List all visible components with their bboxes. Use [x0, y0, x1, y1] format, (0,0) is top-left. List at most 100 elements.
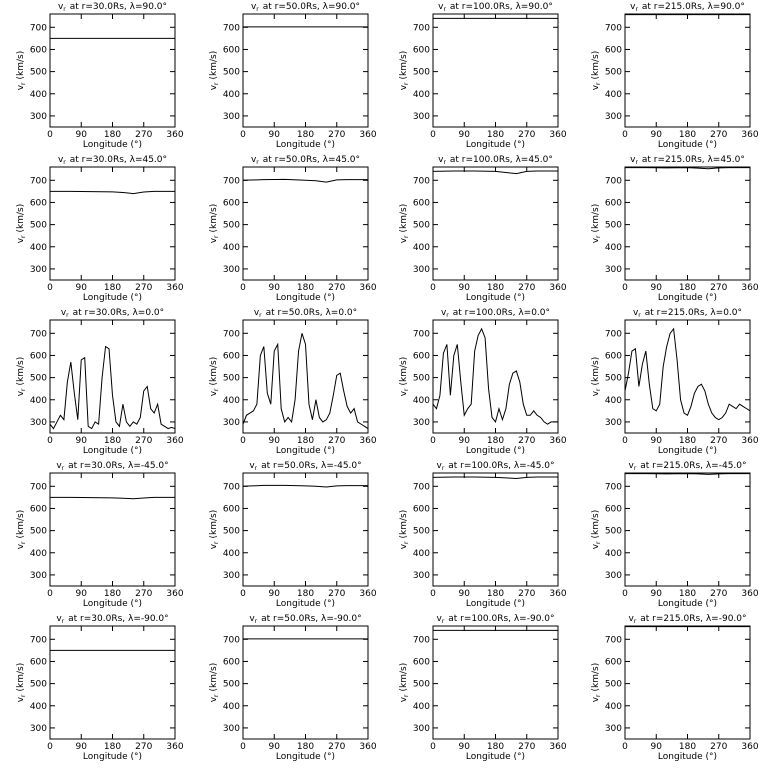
title-subscript: r [443, 159, 446, 166]
x-axis-label: Longitude (°) [466, 752, 525, 762]
y-axis-label: vr (km/s) [399, 51, 410, 91]
x-tick-label: 180 [297, 589, 314, 599]
y-axis-label: vr (km/s) [209, 663, 220, 703]
y-axis-label: vr (km/s) [16, 663, 27, 703]
x-tick-label: 0 [622, 589, 628, 599]
title-symbol: v [436, 461, 442, 471]
y-tick-label: 300 [30, 418, 47, 428]
plot-frame [432, 13, 559, 128]
plot-frame [242, 472, 369, 587]
title-symbol: v [628, 614, 634, 624]
ylabel-symbol: v [591, 390, 601, 396]
ylabel-symbol: v [209, 696, 219, 702]
x-tick-label: 0 [240, 436, 246, 446]
y-tick-label: 400 [605, 702, 622, 712]
y-tick-label: 400 [223, 396, 240, 406]
x-axis-label: Longitude (°) [658, 446, 717, 456]
y-tick-label: 300 [30, 571, 47, 581]
x-tick-label: 90 [459, 742, 471, 752]
panel: vr at r=50.0Rs, λ=45.0°0 90 180 270 360300400… [209, 155, 377, 303]
plot-frame [624, 166, 751, 281]
y-axis-label: vr (km/s) [591, 510, 602, 550]
ylabel-symbol: v [209, 390, 219, 396]
x-axis-label: Longitude (°) [466, 446, 525, 456]
y-tick-label: 600 [223, 45, 240, 55]
x-tick-label: 270 [710, 589, 727, 599]
title-symbol: v [56, 614, 62, 624]
y-tick-label: 500 [223, 680, 240, 690]
y-tick-label: 400 [413, 549, 430, 559]
data-line [242, 333, 369, 429]
y-axis-label: vr (km/s) [399, 510, 410, 550]
ylabel-symbol: v [399, 84, 409, 90]
x-tick-label: 360 [741, 742, 758, 752]
title-text: at r=50.0Rs, λ=90.0° [263, 2, 360, 12]
y-tick-label: 700 [413, 482, 430, 492]
panel-title: vr at r=215.0Rs, λ=-45.0° [628, 461, 746, 472]
y-axis-label: vr (km/s) [399, 204, 410, 244]
panel-title: vr at r=50.0Rs, λ=45.0° [251, 155, 360, 166]
y-tick-label: 500 [30, 374, 47, 384]
title-symbol: v [249, 461, 255, 471]
title-subscript: r [442, 465, 445, 472]
title-text: at r=215.0Rs, λ=-90.0° [640, 614, 746, 624]
panel-title: vr at r=30.0Rs, λ=90.0° [58, 2, 167, 13]
x-axis-label: Longitude (°) [83, 446, 142, 456]
x-tick-label: 270 [135, 436, 152, 446]
title-text: at r=50.0Rs, λ=-90.0° [261, 614, 362, 624]
panel-title: vr at r=30.0Rs, λ=-90.0° [56, 614, 168, 625]
title-text: at r=30.0Rs, λ=-90.0° [68, 614, 169, 624]
y-tick-label: 500 [30, 68, 47, 78]
y-tick-label: 600 [605, 657, 622, 667]
y-tick-label: 300 [413, 571, 430, 581]
ylabel-text: (km/s) [209, 510, 219, 539]
title-symbol: v [628, 461, 634, 471]
x-tick-label: 360 [359, 283, 376, 293]
title-text: at r=30.0Rs, λ=45.0° [70, 155, 167, 165]
y-tick-label: 600 [30, 351, 47, 361]
title-symbol: v [441, 308, 447, 318]
y-tick-label: 500 [223, 374, 240, 384]
x-tick-label: 180 [104, 130, 121, 140]
ylabel-subscript: r [403, 82, 410, 85]
y-tick-label: 300 [30, 724, 47, 734]
y-tick-label: 300 [413, 112, 430, 122]
y-tick-label: 600 [30, 657, 47, 667]
title-symbol: v [58, 155, 64, 165]
y-tick-label: 400 [30, 243, 47, 253]
y-tick-label: 500 [223, 527, 240, 537]
x-tick-label: 360 [166, 436, 183, 446]
x-tick-label: 0 [622, 436, 628, 446]
x-tick-label: 360 [741, 130, 758, 140]
title-symbol: v [254, 308, 260, 318]
y-axis-label: vr (km/s) [591, 51, 602, 91]
panel: vr at r=215.0Rs, λ=90.0°0 90 180 270 36030040… [591, 2, 759, 150]
ylabel-text: (km/s) [209, 663, 219, 692]
title-symbol: v [251, 2, 257, 12]
ylabel-subscript: r [595, 388, 602, 391]
x-axis-label: Longitude (°) [83, 599, 142, 609]
y-tick-label: 400 [605, 549, 622, 559]
panel: vr at r=30.0Rs, λ=-90.0°0 90 180 270 36030040… [16, 614, 184, 762]
title-symbol: v [249, 614, 255, 624]
y-tick-label: 400 [223, 549, 240, 559]
panel-title: vr at r=50.0Rs, λ=-45.0° [249, 461, 361, 472]
ylabel-subscript: r [403, 235, 410, 238]
x-tick-label: 360 [741, 283, 758, 293]
ylabel-subscript: r [403, 541, 410, 544]
x-tick-label: 270 [518, 436, 535, 446]
ylabel-symbol: v [591, 543, 601, 549]
ylabel-symbol: v [399, 543, 409, 549]
x-tick-label: 270 [518, 589, 535, 599]
y-tick-label: 300 [413, 418, 430, 428]
data-line [432, 170, 558, 175]
panel: vr at r=30.0Rs, λ=-45.0°0 90 180 270 36030040… [16, 461, 184, 609]
x-tick-label: 90 [76, 742, 88, 752]
x-tick-label: 180 [487, 130, 504, 140]
panel: vr at r=215.0Rs, λ=0.0°0 90 180 270 360300400… [591, 308, 759, 456]
x-tick-label: 270 [135, 130, 152, 140]
ylabel-subscript: r [213, 694, 220, 697]
x-axis-label: Longitude (°) [83, 752, 142, 762]
x-tick-label: 360 [359, 742, 376, 752]
y-tick-label: 300 [223, 418, 240, 428]
